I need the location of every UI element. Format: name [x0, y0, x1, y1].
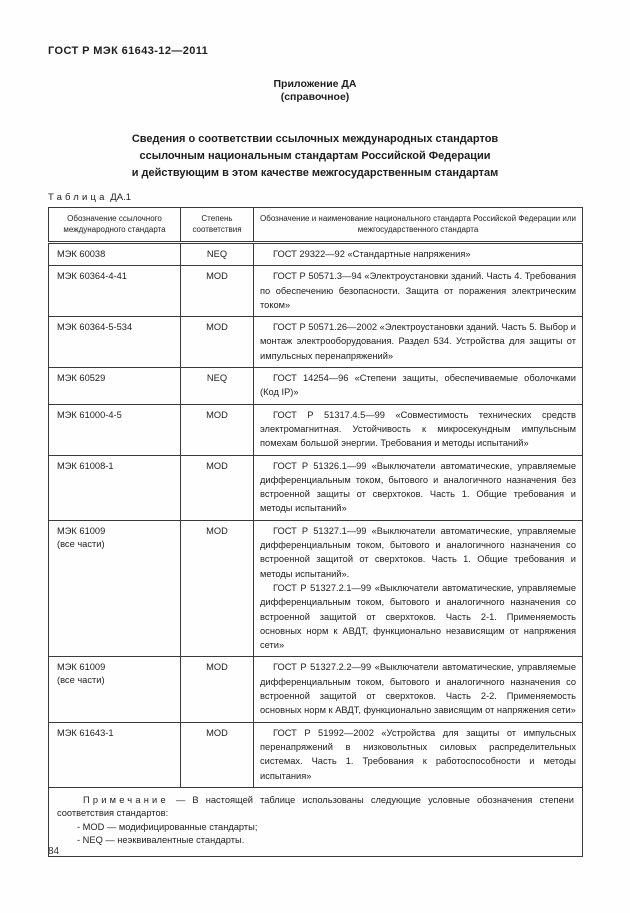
page-title: Сведения о соответствии ссылочных междун… — [0, 131, 630, 182]
page-title-line: ссылочным национальным стандартам Россий… — [139, 150, 491, 162]
standards-table-body: МЭК 60038 NEQ ГОСТ 29322—92 «Стандартные н… — [48, 241, 583, 788]
cell-international-standard: МЭК 60038 — [48, 241, 181, 267]
cell-international-standard: МЭК 61643-1 — [48, 721, 181, 788]
cell-degree-of-correspondence: NEQ — [180, 367, 254, 405]
note-item: - MOD — модифицированные стандарты; — [77, 821, 258, 832]
appendix-title: Приложение ДА — [273, 78, 357, 90]
page-number: 84 — [48, 846, 60, 857]
note-item: - NEQ — неэквивалентные стандарты. — [77, 835, 245, 846]
column-header-national-standard: Обозначение и наименование национального… — [253, 207, 583, 244]
table-row: МЭК 61009 (все части) MOD ГОСТ Р 51327.2.2—… — [48, 656, 583, 723]
table-row: МЭК 61643-1 MOD ГОСТ Р 51992—2002 «Устройс… — [48, 721, 583, 788]
cell-degree-of-correspondence: MOD — [180, 721, 254, 788]
standards-correspondence-table: Обозначение ссылочного международного ст… — [48, 207, 583, 857]
cell-international-standard: МЭК 60364-5-534 — [48, 316, 181, 369]
table-row: МЭК 60038 NEQ ГОСТ 29322—92 «Стандартные н… — [48, 241, 583, 267]
table-row: МЭК 61000-4-5 MOD ГОСТ Р 51317.4.5—99 «Сов… — [48, 403, 583, 456]
table-label-word: Таблица — [48, 192, 108, 203]
column-header-international-standard: Обозначение ссылочного международного ст… — [48, 207, 181, 244]
document-code: ГОСТ Р МЭК 61643-12—2011 — [48, 45, 209, 57]
cell-national-standard: ГОСТ Р 51326.1—99 «Выключатели автоматич… — [253, 454, 583, 521]
page-title-line: и действующим в этом качестве межгосудар… — [131, 167, 499, 179]
cell-degree-of-correspondence: MOD — [180, 519, 254, 658]
cell-degree-of-correspondence: MOD — [180, 656, 254, 723]
cell-international-standard: МЭК 61008-1 — [48, 454, 181, 521]
note-items: - MOD — модифицированные стандарты; - NEQ… — [57, 821, 574, 848]
note-label: Примечание — [83, 794, 169, 805]
cell-degree-of-correspondence: NEQ — [180, 241, 254, 267]
table-header-row: Обозначение ссылочного международного ст… — [48, 207, 583, 244]
table-row: МЭК 61009 (все части) MOD ГОСТ Р 51327.1—99… — [48, 519, 583, 658]
note-row: Примечание — В настоящей таблице использ… — [48, 786, 583, 857]
appendix-heading: Приложение ДА (справочное) — [0, 78, 630, 104]
cell-degree-of-correspondence: MOD — [180, 265, 254, 318]
column-header-degree: Степень соответствия — [180, 207, 254, 244]
cell-national-standard: ГОСТ Р 50571.26—2002 «Электроустановки з… — [253, 316, 583, 369]
table-row: МЭК 61008-1 MOD ГОСТ Р 51326.1—99 «Выключа… — [48, 454, 583, 521]
note-text: Примечание — В настоящей таблице использ… — [57, 794, 574, 821]
cell-international-standard: МЭК 61009 (все части) — [48, 656, 181, 723]
cell-international-standard: МЭК 61009 (все части) — [48, 519, 181, 658]
cell-national-standard: ГОСТ Р 51327.2.2—99 «Выключатели автомат… — [253, 656, 583, 723]
table-row: МЭК 60364-5-534 MOD ГОСТ Р 50571.26—2002 «… — [48, 316, 583, 369]
table-row: МЭК 60364-4-41 MOD ГОСТ Р 50571.3—94 «Элек… — [48, 265, 583, 318]
table-row: МЭК 60529 NEQ ГОСТ 14254—96 «Степени защит… — [48, 367, 583, 405]
cell-degree-of-correspondence: MOD — [180, 403, 254, 456]
note-body: — В настоящей таблице использованы следу… — [57, 794, 574, 819]
table-header: Обозначение ссылочного международного ст… — [48, 207, 583, 244]
table-note-section: Примечание — В настоящей таблице использ… — [48, 786, 583, 857]
page-title-line: Сведения о соответствии ссылочных междун… — [131, 133, 499, 145]
cell-international-standard: МЭК 60529 — [48, 367, 181, 405]
appendix-subtitle: (справочное) — [280, 91, 350, 103]
cell-national-standard: ГОСТ 14254—96 «Степени защиты, обеспечив… — [253, 367, 583, 405]
cell-national-standard: ГОСТ Р 51327.1—99 «Выключатели автоматич… — [253, 519, 583, 658]
table-label-number: ДА.1 — [110, 192, 131, 203]
cell-national-standard: ГОСТ Р 50571.3—94 «Электроустановки здан… — [253, 265, 583, 318]
cell-degree-of-correspondence: MOD — [180, 454, 254, 521]
cell-international-standard: МЭК 61000-4-5 — [48, 403, 181, 456]
cell-national-standard: ГОСТ Р 51317.4.5—99 «Совместимость техни… — [253, 403, 583, 456]
note-cell: Примечание — В настоящей таблице использ… — [48, 786, 583, 857]
cell-degree-of-correspondence: MOD — [180, 316, 254, 369]
table-label: Таблица ДА.1 — [48, 192, 131, 203]
cell-national-standard: ГОСТ 29322—92 «Стандартные напряжения» — [253, 241, 583, 267]
cell-international-standard: МЭК 60364-4-41 — [48, 265, 181, 318]
cell-national-standard: ГОСТ Р 51992—2002 «Устройства для защиты… — [253, 721, 583, 788]
